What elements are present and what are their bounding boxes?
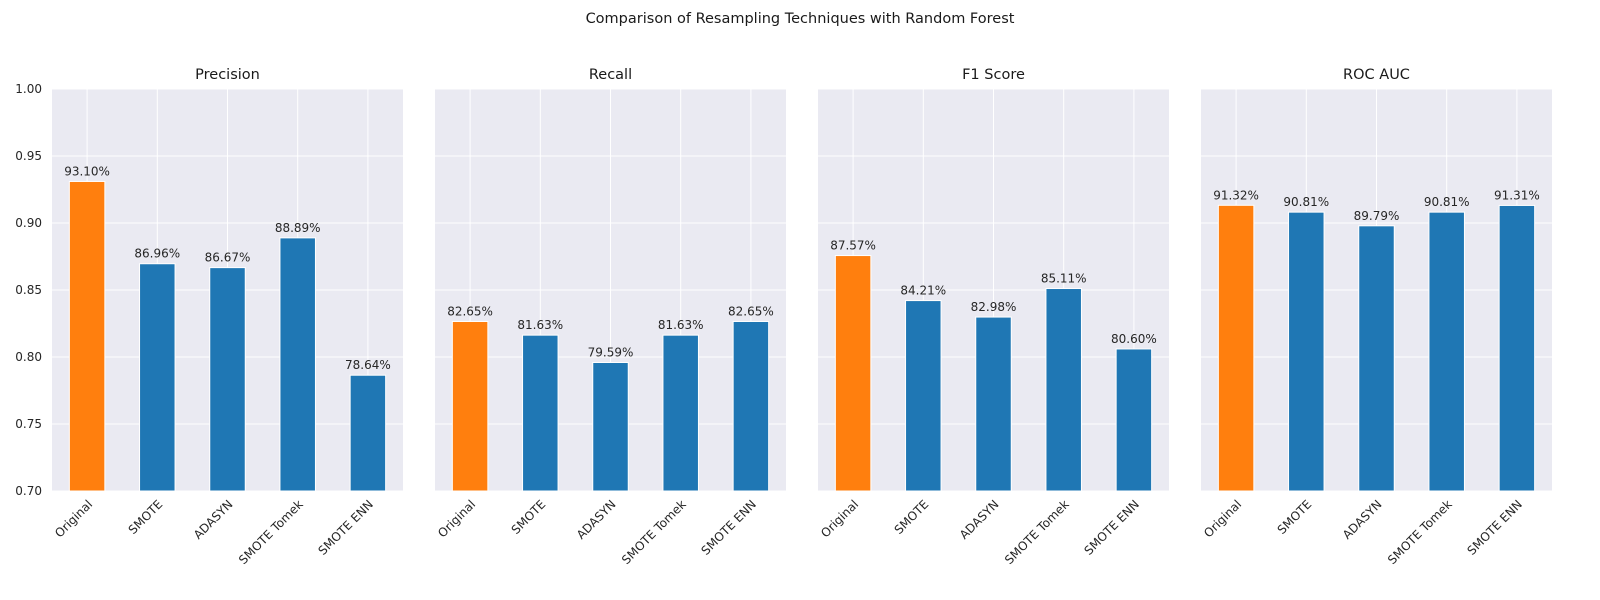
panel-2: Recall 82.65% Original 81.63% SMOTE 79.59% ADA… <box>435 67 786 567</box>
y-tick-label: 0.95 <box>15 149 42 163</box>
y-tick-label: 0.85 <box>15 283 42 297</box>
bar <box>1358 225 1395 492</box>
data-label: 90.81% <box>1424 195 1470 209</box>
panel-title: Recall <box>589 67 632 83</box>
panels: 0.70 0.75 0.80 0.85 0.90 0.95 1.00 Precision 93.… <box>15 67 1552 567</box>
bar <box>1217 204 1255 492</box>
x-tick-label: ADASYN <box>1340 497 1385 542</box>
data-label: 86.96% <box>134 247 180 261</box>
bar <box>592 361 629 492</box>
data-label: 84.21% <box>900 284 946 298</box>
x-tick-label: Original <box>818 497 861 540</box>
bar <box>1428 211 1465 492</box>
x-tick-label: ADASYN <box>191 497 236 542</box>
panel-title: ROC AUC <box>1343 67 1410 83</box>
data-label: 81.63% <box>658 318 704 332</box>
x-tick-label: SMOTE <box>892 497 932 537</box>
x-tick-label: Original <box>435 497 478 540</box>
data-label: 82.65% <box>447 304 493 318</box>
data-label: 82.98% <box>971 300 1017 314</box>
bar <box>1045 288 1082 492</box>
bar <box>834 255 872 492</box>
bar <box>975 316 1012 492</box>
data-label: 93.10% <box>64 164 110 178</box>
panel-4: ROC AUC 91.32% Original 90.81% SMOTE 89.79% AD… <box>1201 67 1552 567</box>
data-label: 91.32% <box>1213 188 1259 202</box>
bar <box>662 334 699 492</box>
figure-title: Comparison of Resampling Techniques with… <box>586 11 1015 27</box>
x-tick-label: SMOTE Tomek <box>619 497 689 567</box>
panel-3: F1 Score 87.57% Original 84.21% SMOTE 82.98% A… <box>818 67 1169 567</box>
data-label: 91.31% <box>1494 188 1540 202</box>
x-tick-label: SMOTE <box>126 497 166 537</box>
x-tick-label: SMOTE ENN <box>698 497 759 558</box>
y-tick-label: 1.00 <box>15 82 42 96</box>
data-label: 87.57% <box>830 239 876 253</box>
bar <box>209 267 246 492</box>
y-tick-label: 0.75 <box>15 417 42 431</box>
panel-1: 0.70 0.75 0.80 0.85 0.90 0.95 1.00 Precision 93.… <box>15 67 403 567</box>
x-tick-label: SMOTE Tomek <box>236 497 306 567</box>
x-tick-label: ADASYN <box>574 497 619 542</box>
x-tick-label: SMOTE Tomek <box>1002 497 1072 567</box>
x-tick-label: ADASYN <box>957 497 1002 542</box>
x-tick-label: SMOTE <box>509 497 549 537</box>
y-tick-label: 0.80 <box>15 350 42 364</box>
x-tick-label: SMOTE Tomek <box>1385 497 1455 567</box>
x-tick-label: SMOTE <box>1275 497 1315 537</box>
bar <box>1115 348 1153 492</box>
data-label: 80.60% <box>1111 332 1157 346</box>
panel-title: F1 Score <box>962 67 1025 83</box>
data-label: 86.67% <box>205 251 251 265</box>
data-label: 82.65% <box>728 304 774 318</box>
x-tick-label: SMOTE ENN <box>1081 497 1142 558</box>
bar <box>1288 211 1325 492</box>
bar <box>279 237 316 492</box>
bar <box>732 320 770 492</box>
bar <box>905 300 942 492</box>
data-label: 78.64% <box>345 358 391 372</box>
panel-title: Precision <box>195 67 260 83</box>
y-tick-label: 0.70 <box>15 484 42 498</box>
bar <box>68 180 106 492</box>
bar <box>451 320 489 492</box>
data-label: 79.59% <box>588 345 634 359</box>
data-label: 85.11% <box>1041 272 1087 286</box>
bar <box>522 334 559 492</box>
x-tick-label: Original <box>1201 497 1244 540</box>
bar <box>139 263 176 492</box>
data-label: 81.63% <box>517 318 563 332</box>
x-tick-label: SMOTE ENN <box>1464 497 1525 558</box>
x-tick-label: Original <box>52 497 95 540</box>
data-label: 88.89% <box>275 221 321 235</box>
bar <box>349 374 387 492</box>
data-label: 90.81% <box>1283 195 1329 209</box>
y-tick-label: 0.90 <box>15 216 42 230</box>
x-tick-label: SMOTE ENN <box>315 497 376 558</box>
bar <box>1498 204 1536 492</box>
data-label: 89.79% <box>1354 209 1400 223</box>
